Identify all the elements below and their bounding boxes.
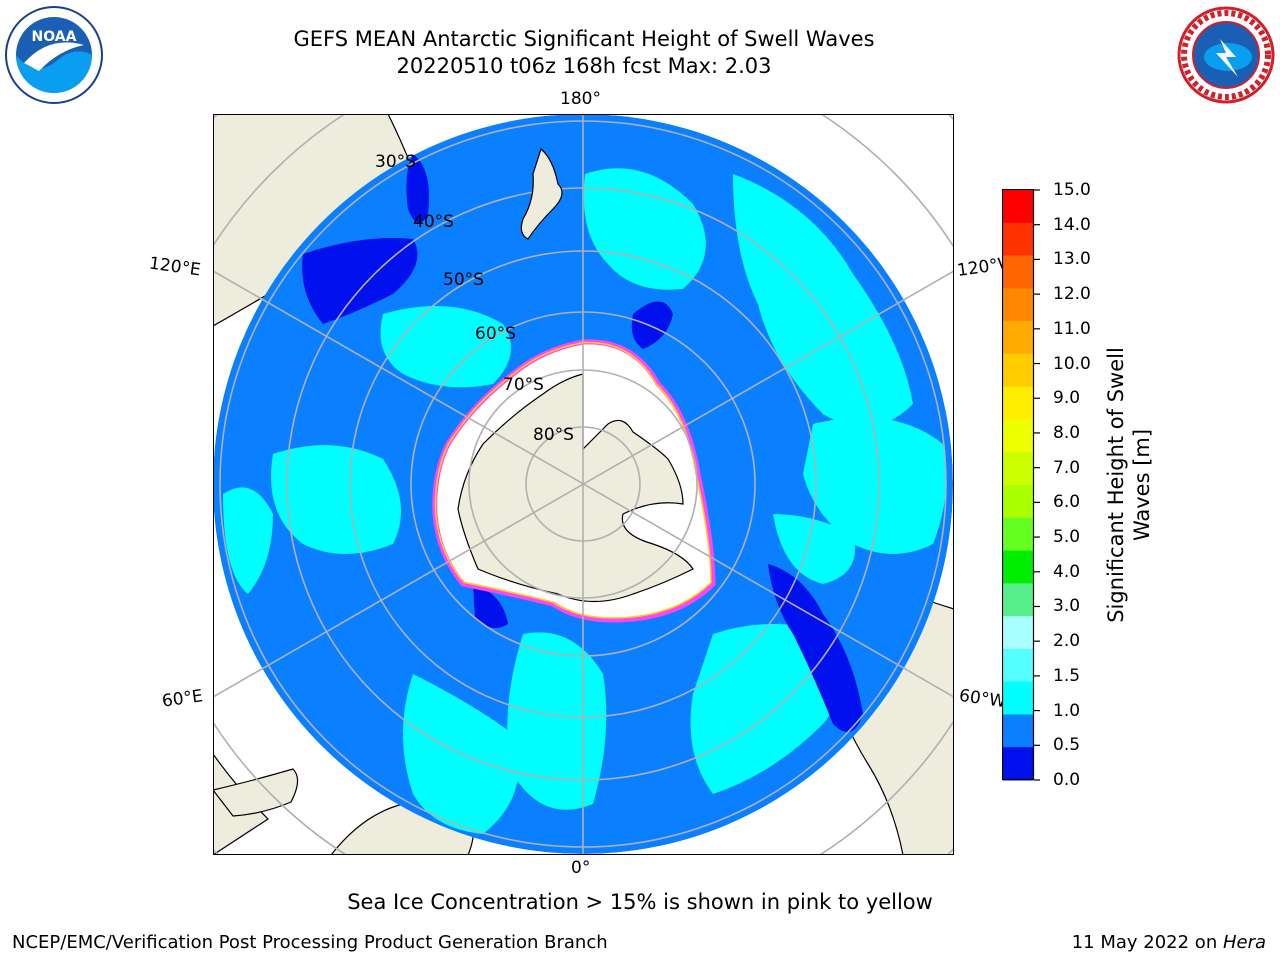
colorbar-tick-label: 7.0 (1053, 457, 1081, 478)
colorbar-tick-label: 2.0 (1053, 631, 1081, 652)
colorbar-tick-label: 14.0 (1053, 214, 1091, 235)
colorbar-tick-label: 15.0 (1053, 180, 1091, 200)
colorbar-band (1003, 386, 1033, 420)
colorbar-tick-label: 6.0 (1053, 492, 1081, 513)
colorbar-label-line1: Significant Height of Swell (1104, 347, 1128, 623)
colorbar-band (1003, 583, 1033, 617)
colorbar-band (1003, 222, 1033, 257)
lat-label-70s: 70°S (503, 375, 544, 395)
swell-regions (223, 168, 947, 834)
colorbar-band (1003, 485, 1033, 519)
colorbar-band (1003, 255, 1033, 289)
colorbar-tick-label: 3.0 (1053, 596, 1081, 617)
noaa-logo: NOAA (5, 6, 103, 104)
footer-system: Hera (1222, 932, 1266, 953)
lat-label-50s: 50°S (443, 270, 484, 290)
colorbar-band (1003, 517, 1033, 552)
colorbar-band (1003, 190, 1033, 224)
footer-date-text: 11 May 2022 on (1071, 932, 1223, 953)
colorbar-label-line2: Waves [m] (1130, 428, 1154, 542)
colorbar-band (1003, 616, 1033, 650)
colorbar-band (1003, 419, 1033, 453)
colorbar-tick-label: 13.0 (1053, 249, 1091, 270)
colorbar-band (1003, 321, 1033, 355)
lon-label-0: 0° (571, 858, 591, 878)
colorbar-tick-label: 4.0 (1053, 561, 1081, 582)
colorbar-tick-label: 5.0 (1053, 527, 1081, 548)
colorbar-tick-label: 1.5 (1053, 665, 1081, 686)
colorbar-band (1003, 353, 1033, 388)
colorbar-band (1003, 452, 1033, 486)
nws-logo (1177, 6, 1275, 104)
sea-ice-note: Sea Ice Concentration > 15% is shown in … (347, 890, 933, 914)
colorbar-tick-label: 0.0 (1053, 770, 1081, 790)
footer-credit: NCEP/EMC/Verification Post Processing Pr… (12, 932, 608, 953)
colorbar-tick-label: 10.0 (1053, 353, 1091, 374)
lat-label-60s: 60°S (475, 324, 516, 344)
low-swell-regions (302, 154, 863, 732)
colorbar-label: Significant Height of Swell Waves [m] (1103, 347, 1155, 623)
colorbar-tick-label: 11.0 (1053, 318, 1091, 339)
svg-text:NOAA: NOAA (32, 29, 77, 45)
colorbar-tick-label: 9.0 (1053, 388, 1081, 409)
colorbar-tick-label: 12.0 (1053, 284, 1091, 305)
colorbar-band (1003, 550, 1033, 584)
colorbar-tick-label: 8.0 (1053, 422, 1081, 443)
chart-title: GEFS MEAN Antarctic Significant Height o… (293, 27, 875, 51)
colorbar-band (1003, 648, 1033, 683)
colorbar-tick-label: 0.5 (1053, 735, 1081, 756)
lon-label-60e: 60°E (160, 686, 205, 712)
colorbar-tick-label: 1.0 (1053, 700, 1081, 721)
colorbar-band (1003, 747, 1033, 781)
chart-subtitle: 20220510 t06z 168h fcst Max: 2.03 (396, 54, 772, 78)
polar-map (212, 113, 955, 856)
colorbar-band (1003, 681, 1033, 715)
lon-label-120e: 120°E (147, 253, 202, 281)
sea-ice-edge-yellow (434, 341, 712, 619)
lat-label-30s: 30°S (375, 152, 416, 172)
colorbar-band (1003, 288, 1033, 322)
colorbar (1002, 189, 1040, 781)
new-zealand (520, 147, 563, 240)
map-panel: 180° 120°E 120°W 60°E 60°W 0° 30°S 40°S … (148, 89, 1016, 878)
colorbar-band (1003, 714, 1033, 748)
graticule-longitude (212, 114, 955, 855)
lat-label-80s: 80°S (533, 425, 574, 445)
lat-label-40s: 40°S (413, 212, 454, 232)
lon-label-60w: 60°W (957, 685, 1008, 713)
footer-date: 11 May 2022 on Hera (1072, 932, 1266, 953)
lon-label-180: 180° (560, 89, 601, 109)
